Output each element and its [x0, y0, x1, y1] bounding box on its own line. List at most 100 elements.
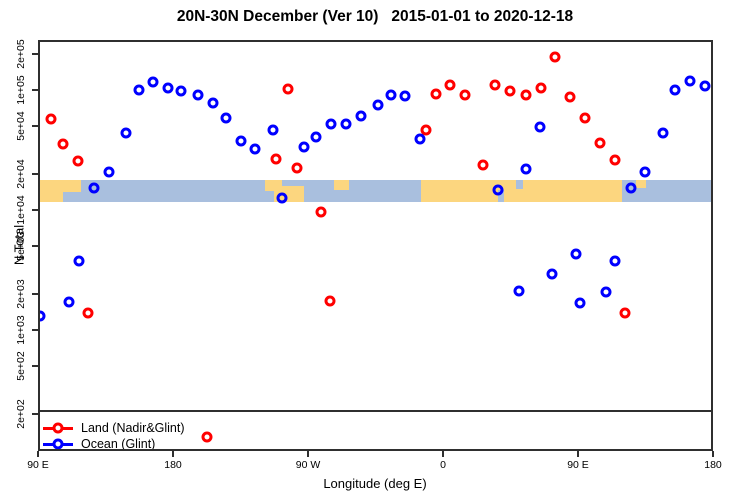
land-segment	[40, 179, 63, 203]
y-tick-mark	[32, 365, 38, 368]
y-tick-mark	[32, 329, 38, 331]
data-point	[520, 163, 532, 175]
data-point	[534, 121, 545, 133]
data-point	[63, 296, 74, 308]
land-segment	[61, 179, 81, 193]
data-point	[579, 112, 590, 124]
latitude-strip-map	[40, 179, 711, 203]
x-axis-title: Longitude (deg E)	[323, 476, 427, 491]
y-tick-label: 2e+02	[15, 399, 27, 429]
data-point	[57, 138, 68, 150]
y-tick-label: 2e+04	[15, 159, 27, 189]
data-point	[372, 99, 383, 111]
ocean-notch	[497, 189, 504, 203]
data-point	[207, 97, 218, 109]
legend-circle-icon	[52, 438, 64, 449]
data-point	[220, 112, 232, 124]
x-tick-label: 180	[164, 459, 182, 471]
x-tick-mark	[577, 451, 579, 457]
data-point	[489, 79, 500, 91]
data-point	[276, 192, 287, 204]
data-point	[291, 162, 302, 174]
y-tick-mark	[32, 172, 38, 175]
x-tick-mark	[442, 451, 444, 457]
data-point	[549, 51, 560, 63]
x-tick-label: 90 E	[27, 459, 49, 471]
data-point	[310, 131, 322, 143]
legend-item: Land (Nadir&Glint)	[43, 420, 185, 436]
data-point	[669, 84, 680, 96]
legend-circle-icon	[52, 422, 64, 434]
data-point	[609, 255, 620, 267]
data-point	[699, 80, 710, 92]
land-segment	[265, 179, 282, 191]
data-point	[324, 295, 335, 307]
data-point	[625, 182, 637, 194]
y-tick-label: 1e+04	[15, 195, 27, 225]
data-point	[282, 83, 293, 95]
data-point	[459, 89, 470, 101]
data-point	[147, 76, 158, 88]
data-point	[546, 268, 557, 280]
legend-label: Land (Nadir&Glint)	[81, 421, 185, 435]
data-point	[414, 133, 425, 145]
y-tick-label: 5e+03	[15, 231, 27, 261]
data-point	[235, 135, 247, 147]
data-point	[82, 307, 94, 319]
data-point	[175, 85, 187, 97]
data-point	[564, 91, 575, 103]
x-tick-label: 0	[440, 459, 446, 471]
data-point	[430, 88, 442, 100]
data-point	[120, 127, 131, 139]
data-point	[385, 89, 397, 101]
data-point	[444, 79, 455, 91]
y-tick-mark	[32, 245, 38, 248]
data-point	[600, 286, 611, 298]
y-tick-mark	[32, 209, 38, 211]
data-point	[192, 89, 203, 101]
legend-symbol	[43, 422, 73, 434]
x-tick-mark	[307, 451, 309, 457]
y-tick-label: 1e+05	[15, 75, 27, 105]
data-point	[574, 297, 586, 309]
x-tick-label: 180	[704, 459, 722, 471]
data-point	[355, 110, 367, 122]
data-point	[40, 310, 46, 322]
data-point	[270, 153, 281, 165]
x-tick-mark	[712, 451, 714, 457]
data-point	[73, 255, 85, 267]
y-tick-label: 2e+05	[15, 39, 27, 69]
data-point	[249, 143, 260, 155]
data-point	[133, 84, 145, 96]
x-tick-label: 90 E	[567, 459, 589, 471]
y-tick-mark	[32, 292, 38, 295]
x-tick-mark	[37, 451, 39, 457]
y-tick-mark	[32, 52, 38, 55]
land-segment	[334, 179, 349, 190]
y-tick-label: 5e+02	[15, 351, 27, 381]
data-point	[325, 118, 337, 130]
data-point	[88, 182, 100, 194]
y-tick-mark	[32, 89, 38, 91]
data-point	[684, 75, 695, 87]
data-point	[477, 159, 488, 171]
data-point	[399, 90, 410, 102]
data-point	[657, 127, 668, 139]
data-point	[535, 82, 547, 94]
data-point	[267, 124, 278, 136]
y-tick-label: 5e+04	[15, 111, 27, 141]
y-tick-label: 1e+03	[15, 315, 27, 345]
y-tick-mark	[32, 125, 38, 128]
land-segment	[635, 179, 646, 188]
data-point	[420, 124, 431, 136]
ocean-notch	[515, 179, 523, 189]
data-point	[201, 431, 212, 443]
plot-area: Land (Nadir&Glint) Ocean (Glint)	[38, 40, 713, 451]
data-point	[72, 155, 83, 167]
data-point	[45, 113, 56, 125]
data-point	[619, 307, 631, 319]
data-point	[513, 285, 524, 297]
legend-label: Ocean (Glint)	[81, 437, 156, 451]
data-point	[609, 154, 620, 166]
